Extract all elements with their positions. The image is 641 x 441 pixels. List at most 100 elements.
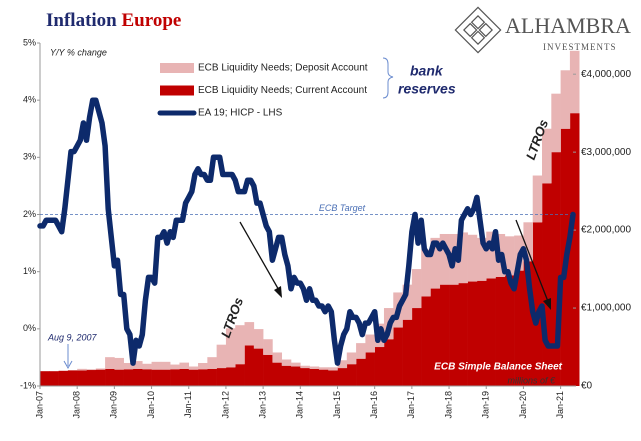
bar xyxy=(160,369,171,386)
bar xyxy=(253,329,264,349)
bar xyxy=(114,369,124,386)
bar xyxy=(458,283,468,386)
bar xyxy=(523,261,534,386)
bar xyxy=(356,343,366,359)
bar xyxy=(365,352,375,386)
bar xyxy=(263,339,273,355)
bar xyxy=(253,348,264,386)
bar xyxy=(430,288,441,386)
bar xyxy=(569,50,580,114)
bar xyxy=(123,363,134,370)
bar xyxy=(58,370,69,386)
bar xyxy=(272,352,283,363)
bar xyxy=(105,357,115,369)
bar xyxy=(430,237,441,289)
bar xyxy=(49,371,59,386)
annotation: Aug 9, 2007 xyxy=(47,332,98,342)
bar xyxy=(449,284,459,386)
x-tick-label: Jan-13 xyxy=(257,391,267,419)
logo-subtext: INVESTMENTS xyxy=(543,42,617,52)
bar xyxy=(300,365,310,369)
bar xyxy=(77,368,87,371)
bar xyxy=(337,360,348,369)
bar xyxy=(179,362,190,369)
bar xyxy=(132,368,143,386)
annotation-arrow xyxy=(515,219,550,305)
labels-layer: -1% 0% 1% 2% 3% 4% 5% €0 €1,000,000 €2,000,000 €3,… xyxy=(20,37,632,418)
bar xyxy=(504,275,515,386)
title-part: Inflation xyxy=(46,10,117,31)
legend-swatch xyxy=(160,85,194,96)
bar xyxy=(225,328,236,368)
bar xyxy=(318,369,329,386)
legend-group-label: reserves xyxy=(398,81,456,97)
annotation-arrowhead xyxy=(543,298,551,310)
x-tick-label: Jan-11 xyxy=(183,391,193,418)
bar xyxy=(523,222,534,262)
legend-bracket xyxy=(382,57,394,99)
bar xyxy=(542,128,552,184)
bar xyxy=(542,183,552,386)
bar xyxy=(235,364,245,386)
bar xyxy=(244,345,255,386)
legend-label: ECB Liquidity Needs; Deposit Account xyxy=(198,63,368,74)
bar xyxy=(216,344,227,369)
bar xyxy=(495,276,506,386)
legend-label: EA 19; HICP - LHS xyxy=(198,108,283,119)
y-tick-label: 4% xyxy=(23,95,36,105)
bar xyxy=(281,359,292,366)
bar xyxy=(198,363,208,370)
bar xyxy=(439,233,450,285)
bar xyxy=(309,368,320,386)
bar xyxy=(346,352,357,365)
annotation-arrowhead xyxy=(274,286,282,298)
bar xyxy=(142,369,152,386)
chart-title: Inflation Europe xyxy=(46,10,181,31)
bar xyxy=(132,361,143,369)
bar xyxy=(393,327,403,386)
y2-axis-label: millions of € xyxy=(507,375,556,385)
annotation: ECB Target xyxy=(319,203,366,213)
annotation-arrow xyxy=(239,221,281,293)
y-tick-label: -1% xyxy=(20,380,36,390)
line-series xyxy=(37,97,576,366)
bar xyxy=(40,371,50,386)
bar xyxy=(421,249,431,297)
y-tick-label: 3% xyxy=(23,152,36,162)
bar xyxy=(486,231,496,279)
bar xyxy=(281,365,292,386)
grid-layer xyxy=(37,42,576,389)
bar xyxy=(105,368,115,386)
bar xyxy=(207,368,217,386)
bar xyxy=(263,354,273,386)
bar xyxy=(318,367,329,370)
bar xyxy=(402,284,413,320)
x-tick-label: Jan-09 xyxy=(109,391,119,419)
bar xyxy=(514,270,524,386)
bar xyxy=(151,361,162,370)
legend-label: ECB Liquidity Needs; Current Account xyxy=(198,85,367,96)
bar xyxy=(328,370,338,386)
x-tick-label: Jan-17 xyxy=(406,391,416,419)
bar xyxy=(383,339,394,386)
bar xyxy=(458,232,468,284)
bar xyxy=(569,113,580,386)
y2-tick-label: €0 xyxy=(581,381,593,392)
bar xyxy=(411,269,422,309)
bar xyxy=(95,368,106,370)
bar xyxy=(439,284,450,386)
bar xyxy=(337,368,348,386)
lines-layer xyxy=(37,97,576,366)
bar xyxy=(77,370,87,386)
y2-tick-label: €4,000,000 xyxy=(581,69,631,80)
bar xyxy=(188,369,199,386)
bar xyxy=(235,325,245,365)
bar xyxy=(476,280,487,386)
legend-group-label: bank xyxy=(410,63,444,79)
bar xyxy=(272,362,283,386)
bar xyxy=(291,366,301,386)
bar xyxy=(170,364,180,370)
bar xyxy=(86,370,97,386)
